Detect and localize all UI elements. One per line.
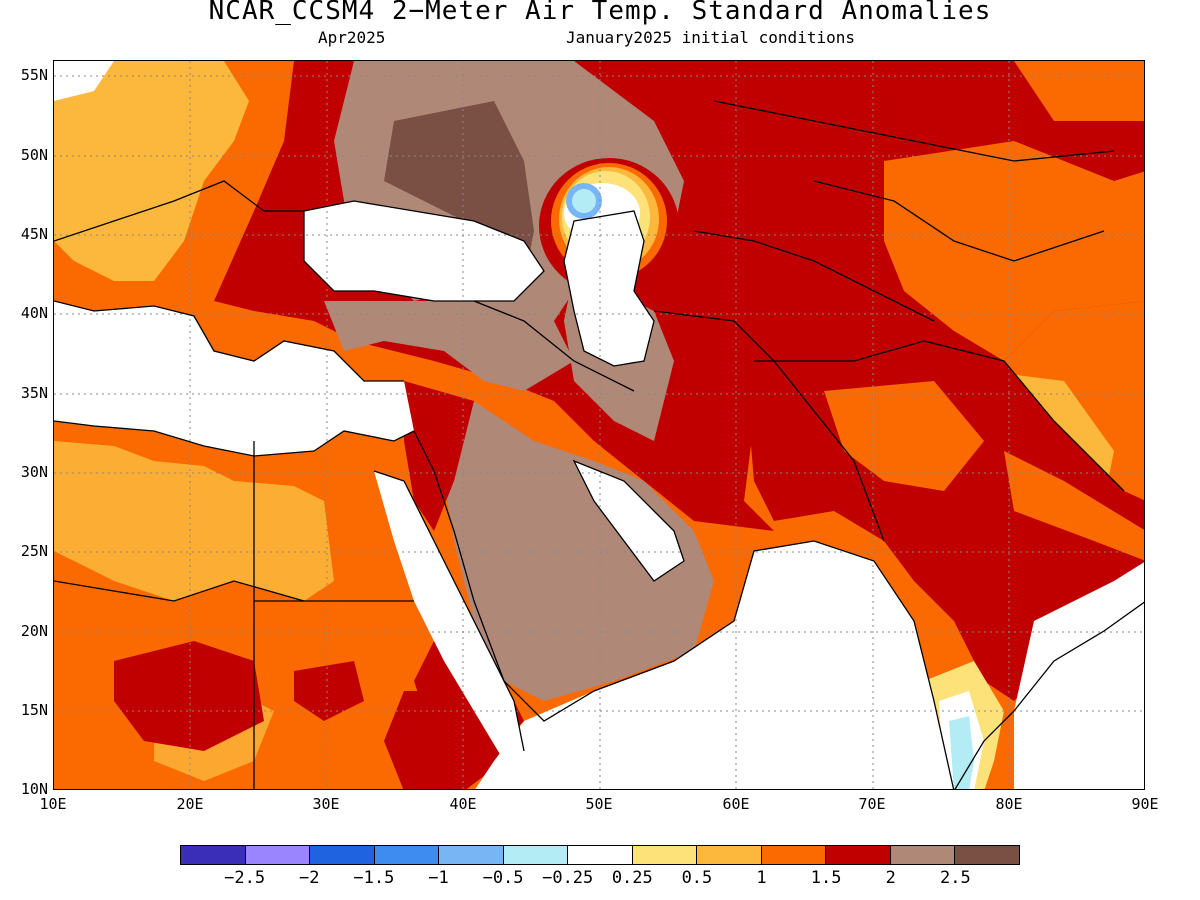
colorbar-tick-label: −1.5 (353, 868, 395, 888)
region-lightblue-sindia (949, 716, 974, 789)
caspian-ring-lightblue (572, 189, 596, 213)
colorbar-swatch (697, 846, 762, 864)
map-gridlines (54, 61, 1144, 789)
lon-label: 70E (858, 795, 886, 813)
colorbar-tick-label: −2 (298, 868, 320, 888)
lat-label: 35N (20, 384, 48, 402)
colorbar-swatch (632, 846, 698, 864)
lat-label: 20N (20, 622, 48, 640)
colorbar-tick-label: 0.25 (611, 868, 653, 888)
lat-label: 45N (20, 225, 48, 243)
colorbar-tick-label: 2 (885, 868, 896, 888)
colorbar (180, 845, 1020, 865)
lon-label: 30E (312, 795, 340, 813)
region-brown-anatolia (324, 301, 574, 391)
black-sea (304, 201, 544, 301)
lat-label: 55N (20, 66, 48, 84)
colorbar-tick-label: 0.5 (681, 868, 713, 888)
colorbar-tick-label: −0.25 (542, 868, 594, 888)
chart-title: NCAR_CCSM4 2−Meter Air Temp. Standard An… (208, 0, 992, 26)
region-orange-central-asia (884, 141, 1144, 361)
red-sea (374, 471, 524, 761)
colorbar-swatch (503, 846, 569, 864)
colorbar-swatch (955, 846, 1019, 864)
persian-gulf (574, 461, 684, 581)
colorbar-swatch (568, 846, 633, 864)
region-red-levant (404, 381, 474, 531)
mediterranean-sea (54, 301, 414, 456)
lon-label: 80E (995, 795, 1023, 813)
colorbar-tick-label: −2.5 (224, 868, 266, 888)
colorbar-tick-label: 2.5 (940, 868, 971, 888)
caspian-sea (564, 211, 654, 366)
colorbar-tick-label: 1.5 (810, 868, 842, 888)
lat-label: 40N (20, 304, 48, 322)
lon-label: 20E (176, 795, 204, 813)
colorbar-swatch (245, 846, 311, 864)
colorbar-swatch (439, 846, 504, 864)
lon-label: 50E (585, 795, 613, 813)
lon-label: 90E (1131, 795, 1159, 813)
lat-label: 30N (20, 463, 48, 481)
lat-label: 25N (20, 542, 48, 560)
map-coastlines (54, 100, 1144, 789)
lat-label: 15N (20, 701, 48, 719)
lon-label: 10E (39, 795, 67, 813)
colorbar-tick-label: −1 (428, 868, 449, 888)
lon-label: 40E (449, 795, 477, 813)
map-canvas (54, 61, 1144, 789)
lon-label: 60E (722, 795, 750, 813)
region-brown-arabia (444, 401, 714, 701)
colorbar-swatch (310, 846, 375, 864)
colorbar-swatch (890, 846, 956, 864)
region-light-orange-africa (54, 441, 334, 601)
north-sea (54, 61, 114, 101)
forecast-month: Apr2025 (318, 28, 386, 47)
region-orange-afghan (824, 381, 984, 491)
region-red-ethiopia (384, 691, 504, 789)
region-red-siberia (754, 61, 1004, 151)
initial-conditions: January2025 initial conditions (566, 28, 855, 47)
anomaly-map (53, 60, 1145, 790)
colorbar-swatch (374, 846, 440, 864)
colorbar-swatch (181, 846, 246, 864)
lat-label: 10N (20, 780, 48, 798)
region-red-sahel-west (114, 641, 264, 751)
bay-of-bengal (1014, 562, 1144, 789)
colorbar-swatch (761, 846, 827, 864)
region-light-orange-europe (54, 61, 249, 281)
colorbar-tick-label: 1 (756, 868, 767, 888)
colorbar-tick-label: −0.5 (482, 868, 524, 888)
lat-label: 50N (20, 146, 48, 164)
arabian-sea (475, 541, 954, 789)
region-red-sahel-mid (294, 661, 364, 721)
colorbar-swatch (826, 846, 891, 864)
region-orange-himalaya (1004, 451, 1144, 561)
